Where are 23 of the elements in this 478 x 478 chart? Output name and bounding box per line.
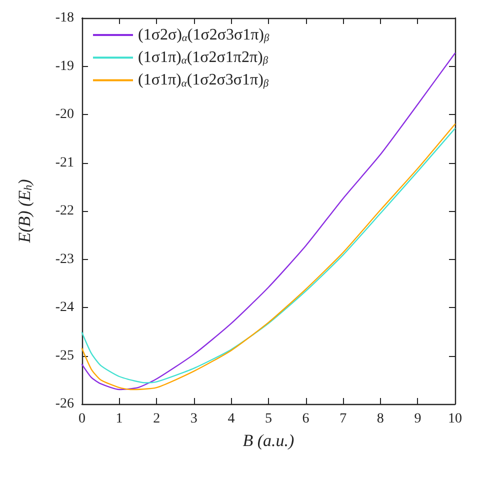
x-tick-label: 2 xyxy=(153,412,160,426)
y-tick-label: -22 xyxy=(55,204,74,218)
x-axis-title: B (a.u.) xyxy=(242,431,295,450)
y-tick-label: -21 xyxy=(55,155,74,170)
x-tick-label: 7 xyxy=(340,412,347,426)
y-tick-label: -24 xyxy=(55,300,74,315)
y-axis-title: E(B) (Eh) xyxy=(15,178,34,244)
x-tick-label: 1 xyxy=(116,412,123,426)
line-series xyxy=(81,52,456,390)
y-tick-label: -23 xyxy=(55,252,74,267)
x-tick-label: 0 xyxy=(78,412,86,426)
x-tick-label: 3 xyxy=(190,412,198,426)
y-tick-label: -25 xyxy=(55,348,74,364)
x-tick-label: 9 xyxy=(414,412,422,426)
y-tick-label: -26 xyxy=(55,396,74,412)
x-tick-label: 5 xyxy=(265,412,272,426)
x-tick-label: 8 xyxy=(376,412,384,426)
y-tick-label: -18 xyxy=(55,10,74,26)
y-tick-label: -20 xyxy=(55,107,74,122)
x-tick-label: 6 xyxy=(302,412,310,426)
x-tick-label: 4 xyxy=(228,412,235,426)
x-tick-label: 10 xyxy=(448,412,462,426)
y-tick-label: -19 xyxy=(55,58,74,74)
